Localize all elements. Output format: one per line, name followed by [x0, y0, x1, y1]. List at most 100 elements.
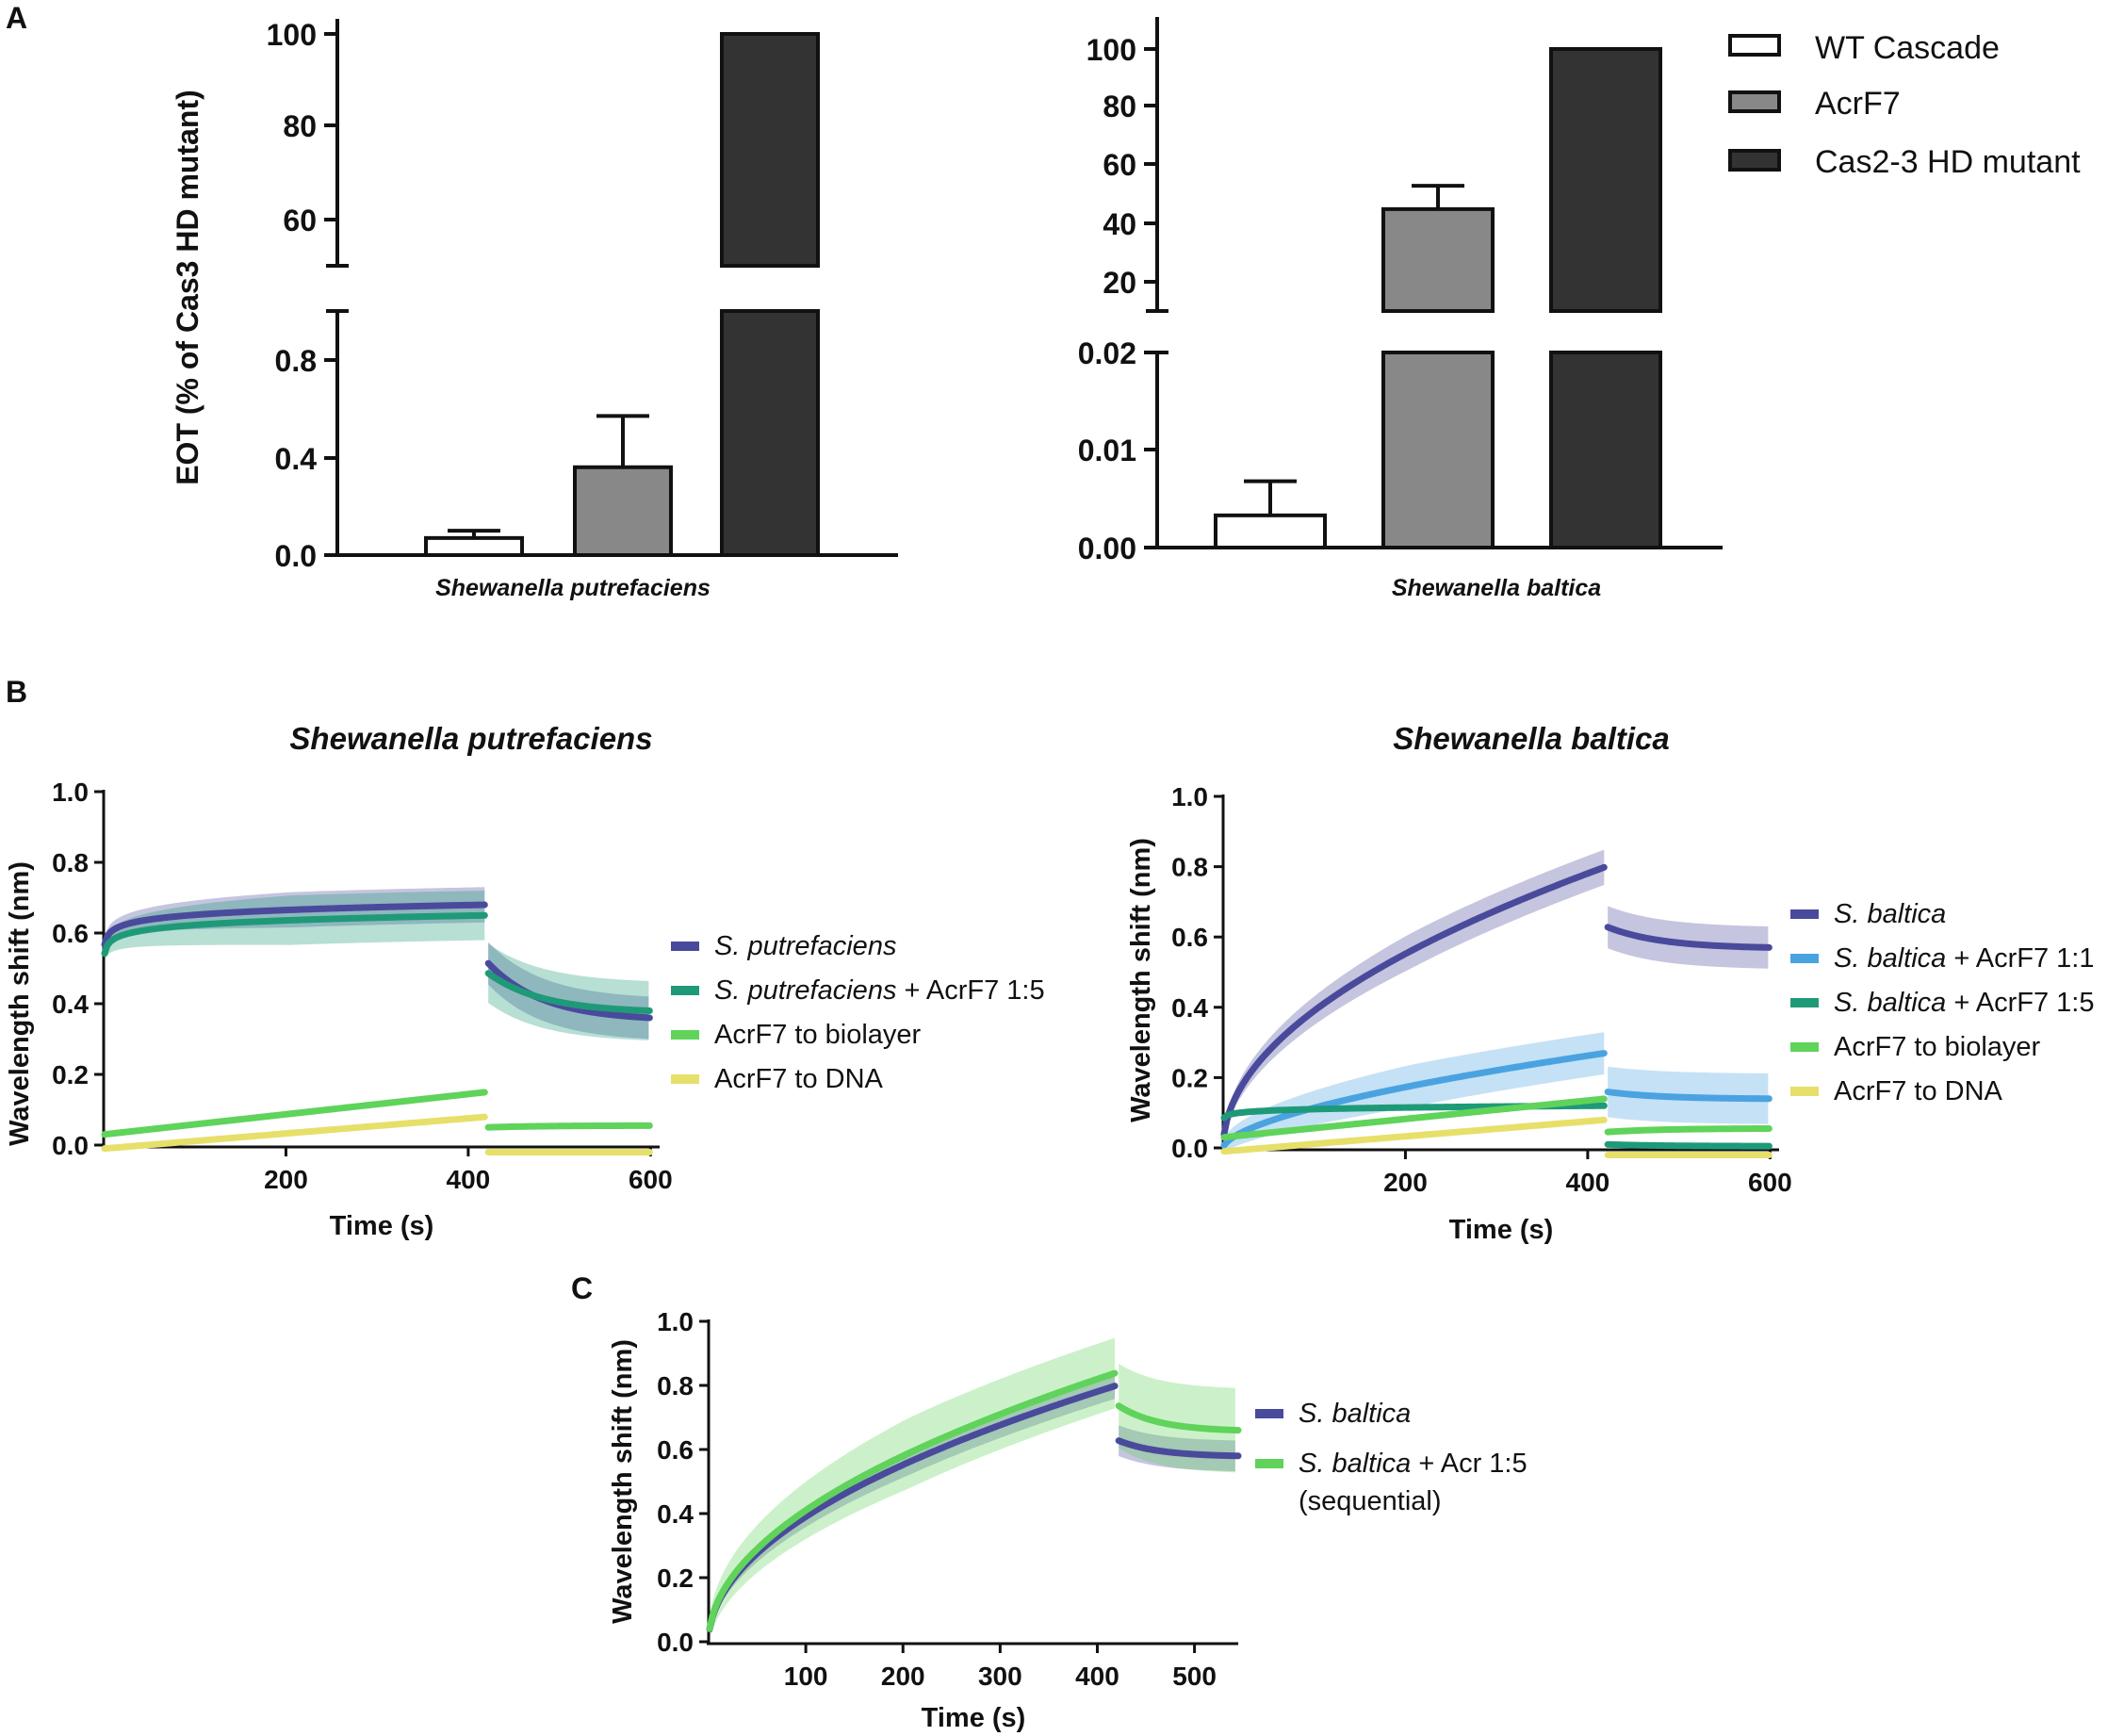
line-s-putrefaciens-acrf7-1-5 — [101, 911, 488, 958]
y-tick-label: 0.00 — [1078, 532, 1136, 565]
line-s-baltica-acrf7-1-1 — [1220, 1050, 1608, 1149]
legend-label-acrf7-to-dna: AcrF7 to DNA — [1834, 1076, 2003, 1106]
x-tick-label: 400 — [447, 1165, 491, 1194]
legend-swatch-s-baltica — [1255, 1409, 1283, 1418]
x-axis-label: Shewanella baltica — [1392, 575, 1601, 601]
line-s-baltica — [1220, 863, 1608, 1138]
x-tick-label: 300 — [978, 1662, 1022, 1691]
bar-chart-s-baltica: 100 80 60 40 20 0.02 0.01 0.00 Shewanell… — [1078, 17, 2081, 601]
legend-label-s-baltica-acr-1-5-sequential: S. baltica + Acr 1:5 — [1299, 1449, 1528, 1479]
y-axis-label: Wavelength shift (nm) — [608, 1339, 638, 1624]
y-tick-label: 80 — [1103, 90, 1136, 123]
panel-label-b: B — [6, 675, 27, 709]
line-dissoc-s-putrefaciens-acrf7-1-5 — [484, 970, 653, 1014]
chart-title: Shewanella putrefaciens — [289, 721, 652, 756]
x-axis-label: Time (s) — [330, 1211, 434, 1241]
legend-swatch-acrf7-to-dna — [1790, 1087, 1819, 1096]
legend-swatch-s-putrefaciens-acrf7-1-5 — [671, 986, 699, 995]
line-acrf7-to-dna — [1220, 1116, 1608, 1155]
y-tick-label: 40 — [1103, 207, 1136, 241]
x-axis-label: Time (s) — [1449, 1215, 1554, 1245]
legend-label-s-baltica: S. baltica — [1299, 1399, 1411, 1429]
legend-swatch-s-baltica — [1790, 909, 1819, 919]
legend-swatch-acrf7-to-biolayer — [671, 1030, 699, 1040]
y-tick-label: 60 — [1103, 148, 1136, 182]
legend-label-s-baltica-acrf7-1-5: S. baltica + AcrF7 1:5 — [1834, 988, 2094, 1018]
legend-label-acrf7-to-dna: AcrF7 to DNA — [714, 1064, 884, 1094]
line-dissoc-acrf7-to-biolayer — [484, 1122, 653, 1131]
bar-wt-cascade — [424, 535, 524, 557]
legend-label-s-baltica-acrf7-1-1: S. baltica + AcrF7 1:1 — [1834, 943, 2094, 974]
band-s-baltica-acrf7-1-1 — [1224, 1032, 1605, 1153]
line-s-baltica-acr-1-5-sequential — [706, 1369, 1119, 1632]
y-tick-label: 0.4 — [657, 1499, 694, 1529]
x-tick-label: 200 — [1383, 1168, 1428, 1197]
legend-swatch-acrf7-to-dna — [671, 1074, 699, 1084]
y-tick-label: 0.2 — [1171, 1063, 1208, 1092]
y-tick-label: 0.6 — [1171, 923, 1208, 952]
y-tick-label: 80 — [283, 109, 317, 143]
legend-label-s-baltica: S. baltica — [1834, 899, 1946, 929]
band-dissoc-s-baltica — [1119, 1425, 1235, 1472]
x-tick-label: 600 — [1748, 1168, 1792, 1197]
bar-acrf7 — [573, 465, 673, 558]
y-axis-label: Wavelength shift (nm) — [1126, 838, 1156, 1122]
bar-acrf7-upper — [1381, 206, 1495, 313]
y-tick-label: 100 — [1087, 33, 1136, 67]
line-dissoc-acrf7-to-biolayer — [1604, 1124, 1773, 1136]
y-tick-label: 0.8 — [52, 848, 89, 877]
y-tick-label: 60 — [283, 204, 317, 237]
legend-label-acrf7: AcrF7 — [1815, 86, 1901, 122]
legend: S. baltica S. baltica + AcrF7 1:1 S. balti… — [1790, 899, 2094, 1106]
legend-swatch-acrf7 — [1728, 90, 1781, 113]
x-axis-label: Shewanella putrefaciens — [435, 575, 711, 601]
y-tick-label: 0.0 — [1171, 1134, 1208, 1163]
bar-cas2-3-hd-mutant — [1549, 351, 1662, 549]
y-axis-label: Wavelength shift (nm) — [5, 861, 35, 1146]
line-chart-sequential: Wavelength shift (nm) Time (s) 0.0 0.2 0.4… — [608, 1307, 1528, 1733]
y-tick-label: 1.0 — [52, 778, 89, 807]
y-tick-label: 0.4 — [1171, 993, 1208, 1023]
legend-label-s-putrefaciens-acrf7-1-5: S. putrefaciens + AcrF7 1:5 — [714, 975, 1045, 1006]
y-tick-label: 0.01 — [1078, 434, 1136, 467]
y-tick-label: 0.4 — [275, 442, 318, 476]
x-tick-label: 100 — [784, 1662, 828, 1691]
x-tick-label: 400 — [1566, 1168, 1610, 1197]
chart-title: Shewanella baltica — [1393, 721, 1669, 756]
line-dissoc-s-baltica — [1604, 924, 1773, 951]
legend: S. putrefaciens S. putrefaciens + AcrF7 1… — [671, 931, 1045, 1094]
band-s-baltica-acr-1-5-sequential — [711, 1337, 1116, 1637]
line-dissoc-s-baltica-acr-1-5-sequential — [1115, 1402, 1242, 1434]
legend-swatch-s-baltica-acr-1-5-sequential — [1255, 1459, 1283, 1468]
line-chart-s-putrefaciens: Shewanella putrefaciens Wavelength shift… — [5, 721, 1045, 1241]
line-acrf7-to-biolayer — [1220, 1095, 1608, 1141]
bar-cas2-3-hd-mutant — [720, 309, 820, 557]
line-dissoc-s-baltica-acrf7-1-1 — [1604, 1089, 1773, 1103]
x-tick-label: 200 — [881, 1662, 925, 1691]
legend-label-s-putrefaciens: S. putrefaciens — [714, 931, 896, 961]
legend-swatch-s-putrefaciens — [671, 942, 699, 951]
plot-area: 0.0 0.2 0.4 0.6 0.8 1.0 200 400 600 — [1171, 782, 1792, 1197]
band-dissoc-s-putrefaciens-acrf7-1-5 — [488, 943, 649, 1040]
band-dissoc-s-baltica-acr-1-5-sequential — [1119, 1363, 1235, 1473]
legend-swatch-acrf7-to-biolayer — [1790, 1042, 1819, 1052]
band-s-baltica — [1224, 849, 1605, 1136]
y-tick-label: 0.6 — [657, 1435, 694, 1465]
band-dissoc-s-baltica — [1608, 906, 1769, 969]
x-tick-label: 600 — [629, 1165, 673, 1194]
x-tick-label: 400 — [1075, 1662, 1119, 1691]
bar-cas2-3-hd-mutant-upper — [1549, 47, 1662, 313]
y-tick-label: 1.0 — [657, 1307, 694, 1336]
line-dissoc-s-baltica — [1115, 1437, 1242, 1460]
y-tick-label: 0.02 — [1078, 336, 1136, 370]
bar-acrf7 — [1381, 351, 1495, 549]
legend-label-s-baltica-acr-1-5-sequential-line2: (sequential) — [1299, 1486, 1442, 1516]
y-tick-label: 0.2 — [52, 1060, 89, 1089]
y-tick-label: 0.8 — [657, 1371, 694, 1400]
plot-area: 0.0 0.2 0.4 0.6 0.8 1.0 100 200 300 400 500 — [657, 1307, 1242, 1691]
y-tick-label: 0.8 — [275, 344, 317, 378]
line-chart-s-baltica: Shewanella baltica Wavelength shift (nm)… — [1126, 721, 2094, 1245]
legend-swatch-wt-cascade — [1728, 34, 1781, 57]
legend-label-cas2-3: Cas2-3 HD mutant — [1815, 144, 2081, 180]
panel-label-a: A — [6, 1, 27, 35]
